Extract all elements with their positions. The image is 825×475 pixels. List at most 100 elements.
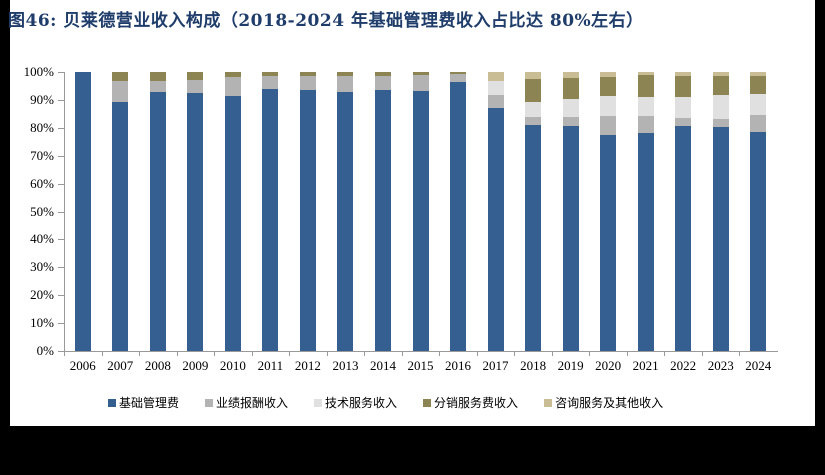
bar-segment — [149, 92, 166, 351]
stacked-bar-2020 — [600, 72, 617, 351]
y-tick — [58, 99, 64, 101]
bar-segment — [750, 93, 767, 116]
chart-legend: 基础管理费 业绩报酬收入 技术服务收入 分销服务费收入 咨询服务及其他收入 — [108, 394, 663, 411]
bar-segment — [562, 116, 579, 126]
bar-segment — [187, 72, 204, 80]
bar-segment — [224, 72, 241, 77]
bar-segment — [337, 91, 354, 351]
bar-segment — [149, 72, 166, 82]
bar-segment — [600, 72, 617, 77]
y-tick — [58, 72, 64, 73]
bar-segment — [675, 96, 692, 119]
bar-segment — [299, 76, 316, 91]
legend-swatch-icon — [423, 398, 432, 407]
bar-segment — [224, 76, 241, 96]
stacked-bar-2018 — [525, 72, 542, 351]
x-tick-label: 2018 — [520, 358, 547, 373]
legend-label: 业绩报酬收入 — [216, 396, 289, 410]
y-tick-label: 100% — [23, 64, 54, 79]
bar-segment — [112, 72, 129, 81]
bar-segment — [299, 72, 316, 77]
bar-segment — [412, 90, 429, 351]
bar-segment — [600, 115, 617, 135]
bar-segment — [712, 126, 729, 351]
x-tick — [251, 351, 253, 356]
y-tick — [58, 323, 64, 325]
y-tick — [58, 351, 64, 352]
x-tick-label: 2008 — [144, 358, 171, 373]
x-tick — [364, 351, 366, 356]
x-tick-label: 2015 — [407, 358, 434, 373]
bar-segment — [412, 72, 429, 76]
stacked-bar-2017 — [487, 72, 504, 351]
x-tick — [664, 351, 666, 356]
y-tick — [58, 211, 64, 213]
x-tick — [626, 351, 628, 356]
bar-segment — [750, 72, 767, 77]
x-tick — [139, 351, 141, 356]
bar-segment — [450, 82, 467, 351]
y-tick — [58, 183, 64, 185]
y-tick — [58, 155, 64, 157]
bar-segment — [337, 76, 354, 92]
x-tick — [476, 351, 478, 356]
legend-label: 咨询服务及其他收入 — [555, 396, 664, 410]
x-tick-label: 2023 — [707, 358, 734, 373]
x-tick-label: 2019 — [557, 358, 584, 373]
bar-segment — [262, 88, 279, 351]
legend-item: 咨询服务及其他收入 — [544, 394, 663, 411]
bar-segment — [525, 101, 542, 117]
y-tick-label: 40% — [30, 231, 54, 247]
x-tick — [326, 351, 328, 356]
x-tick-label: 2011 — [257, 358, 284, 373]
bar-segment — [487, 80, 504, 96]
x-tick-label: 2024 — [745, 358, 772, 373]
legend-swatch-icon — [544, 398, 553, 407]
bar-segment — [712, 76, 729, 96]
bar-segment — [562, 72, 579, 78]
x-tick-label: 2014 — [369, 358, 396, 373]
bar-segment — [112, 102, 129, 351]
bar-segment — [600, 76, 617, 97]
y-tick-label: 20% — [30, 287, 54, 303]
x-tick — [176, 351, 178, 356]
stacked-bar-2012 — [299, 72, 316, 351]
legend-label: 分销服务费收入 — [434, 396, 519, 410]
bar-segment — [637, 132, 654, 351]
y-tick — [58, 127, 64, 129]
bar-segment — [637, 96, 654, 116]
x-axis-line — [64, 351, 778, 352]
y-tick-label: 30% — [30, 259, 54, 275]
legend-label: 基础管理费 — [119, 396, 180, 410]
y-tick-label: 90% — [30, 91, 54, 107]
bar-segment — [450, 74, 467, 83]
legend-item: 基础管理费 — [108, 394, 179, 411]
bar-segment — [712, 118, 729, 127]
bar-segment — [750, 76, 767, 94]
bar-segment — [637, 115, 654, 133]
y-tick-label: 80% — [30, 119, 54, 135]
x-tick — [701, 351, 703, 356]
bar-segment — [374, 72, 391, 76]
bar-segment — [637, 72, 654, 76]
stacked-bar-2006 — [74, 72, 91, 351]
bar-segment — [74, 72, 91, 351]
legend-swatch-icon — [108, 398, 116, 407]
bar-segment — [412, 75, 429, 91]
bar-segment — [450, 72, 467, 75]
legend-swatch-icon — [205, 398, 214, 407]
stacked-bar-2015 — [412, 72, 429, 351]
bar-segment — [374, 89, 391, 351]
bar-segment — [525, 72, 542, 79]
bar-segment — [299, 90, 316, 351]
x-tick — [589, 351, 591, 356]
chart-title: 图46: 贝莱德营业收入构成（2018-2024 年基础管理费收入占比达 80%… — [8, 11, 644, 31]
stacked-bar-2022 — [675, 72, 692, 351]
plot-area — [64, 72, 777, 351]
x-tick-label: 2022 — [670, 358, 697, 373]
legend-label: 技术服务收入 — [325, 396, 398, 410]
stacked-bar-2023 — [712, 72, 729, 351]
stacked-bar-2024 — [750, 72, 767, 351]
x-tick-label: 2021 — [632, 358, 659, 373]
x-tick — [214, 351, 216, 356]
